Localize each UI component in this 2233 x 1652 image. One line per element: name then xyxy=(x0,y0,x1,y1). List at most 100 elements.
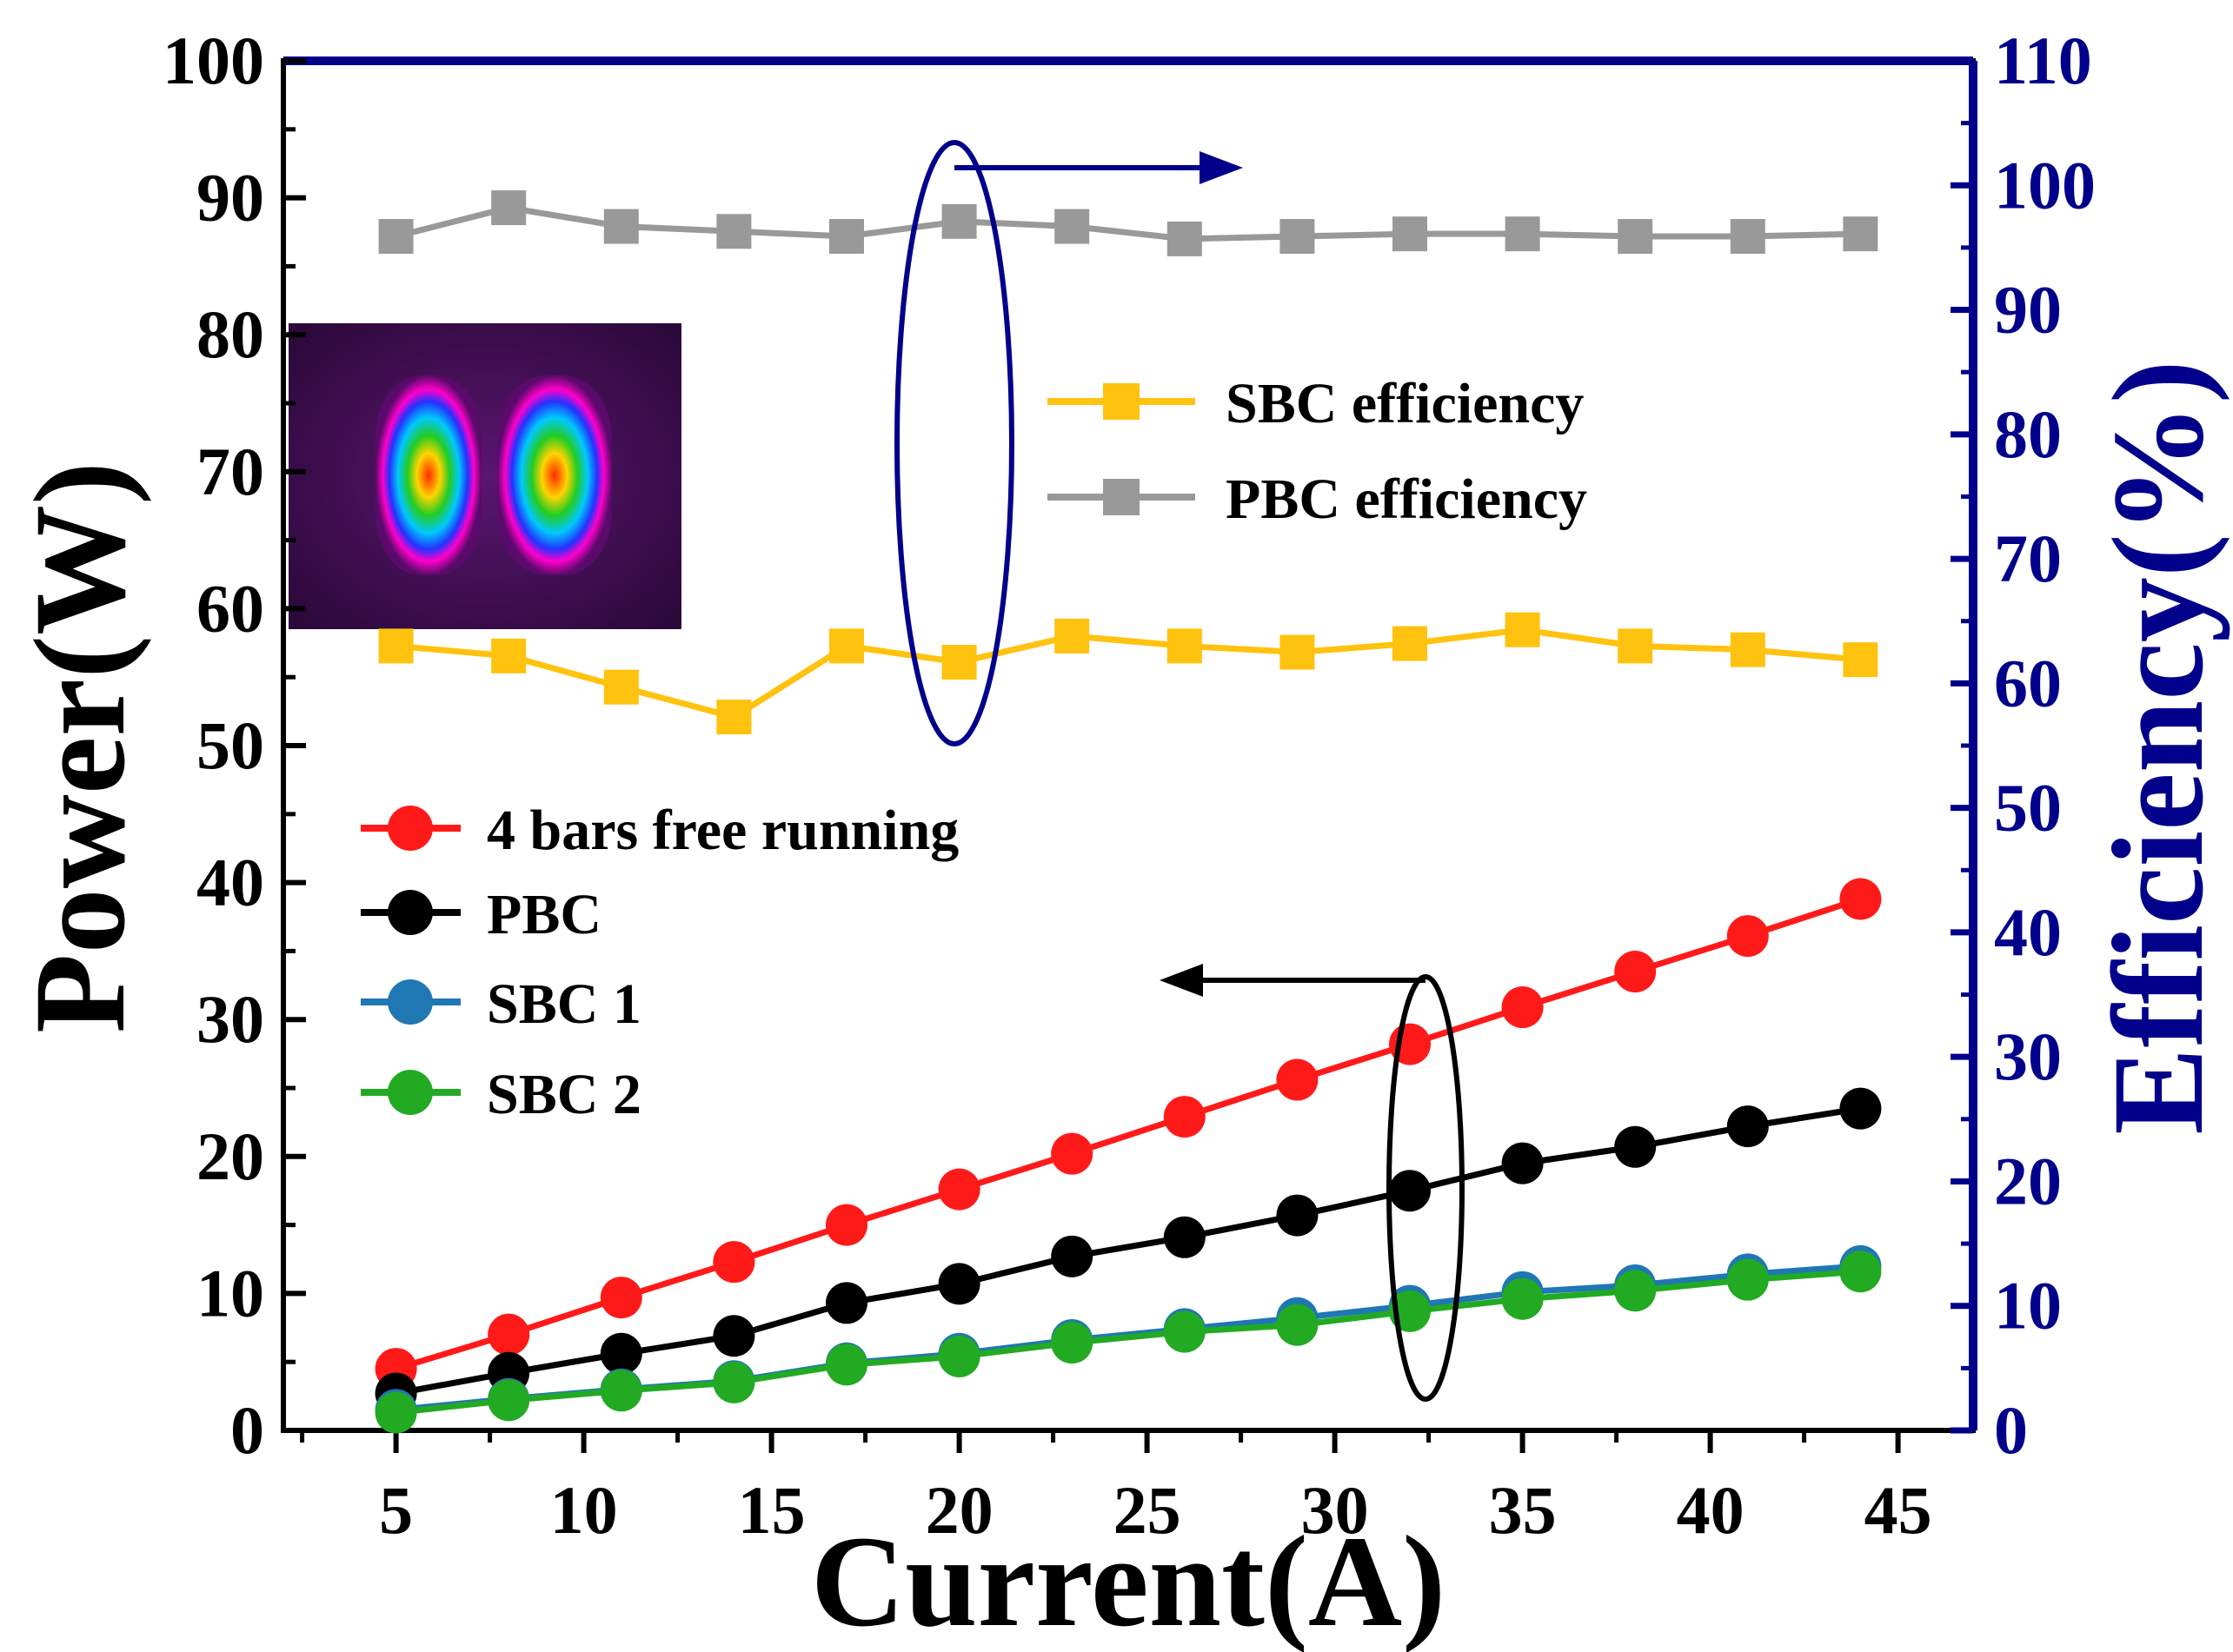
x-tick-label: 35 xyxy=(1489,1472,1557,1548)
circle-marker-icon xyxy=(388,890,433,935)
power-group-ellipse xyxy=(1386,974,1465,1402)
y-tick-label: 90 xyxy=(196,160,264,236)
y-tick-label: 60 xyxy=(196,570,264,646)
data-point xyxy=(378,219,414,255)
y2-tick-label: 100 xyxy=(1994,147,2096,222)
circle-marker-icon xyxy=(388,979,433,1025)
data-point xyxy=(829,219,864,255)
efficiency-group-annotation xyxy=(894,140,1243,746)
data-point xyxy=(1839,1087,1882,1130)
data-point xyxy=(1166,628,1202,664)
arrow-left-icon xyxy=(1160,964,1203,997)
x-tick-label: 20 xyxy=(926,1472,994,1548)
legend-label-pbc-efficiency: PBC efficiency xyxy=(1226,468,1587,531)
data-point xyxy=(1051,1235,1093,1277)
data-point xyxy=(713,1315,755,1357)
data-point xyxy=(378,628,414,664)
data-point xyxy=(1054,618,1090,654)
series-sbc-efficiency xyxy=(378,612,1878,735)
axis-ticks xyxy=(283,57,1973,1453)
square-marker-icon xyxy=(1103,479,1140,515)
y2-tick-label: 60 xyxy=(1994,645,2062,720)
x-tick-label: 45 xyxy=(1864,1472,1932,1548)
legend-item-pbc-efficiency: PBC efficiency xyxy=(1047,468,1587,531)
y-tick-label: 80 xyxy=(196,296,264,372)
data-point xyxy=(1839,1251,1882,1293)
y2-tick-label: 0 xyxy=(1994,1392,2028,1468)
data-point xyxy=(1166,221,1202,256)
data-point xyxy=(938,1168,980,1211)
legend-label-sbc2: SBC 2 xyxy=(487,1063,641,1126)
data-point xyxy=(938,1335,980,1377)
y2-tick-label: 50 xyxy=(1994,770,2062,846)
data-point xyxy=(603,209,639,244)
beam-spot-right xyxy=(497,375,612,575)
data-point xyxy=(375,1391,417,1434)
legend-label-sbc1: SBC 1 xyxy=(487,972,641,1036)
data-point xyxy=(1618,628,1653,664)
data-point xyxy=(1839,878,1882,920)
x-tick-label: 25 xyxy=(1113,1472,1181,1548)
y-axis-title: Power(W) xyxy=(8,461,152,1033)
data-point xyxy=(716,700,752,735)
data-point xyxy=(826,1343,867,1386)
series-line xyxy=(395,627,1861,720)
data-point xyxy=(1054,209,1090,244)
y2-tick-label: 10 xyxy=(1994,1268,2062,1343)
data-point xyxy=(1051,1132,1093,1175)
data-point xyxy=(938,1263,980,1305)
plot-frame xyxy=(281,58,1976,1433)
circle-marker-icon xyxy=(388,806,433,851)
y2-tick-label: 70 xyxy=(1994,521,2062,596)
y-tick-label: 0 xyxy=(230,1392,264,1468)
data-point xyxy=(1392,626,1427,661)
legend-label-sbc-efficiency: SBC efficiency xyxy=(1226,372,1584,435)
series-4-bars-free-running xyxy=(375,878,1882,1390)
series-layer xyxy=(375,190,1882,1434)
data-point xyxy=(716,214,752,249)
legend-label-4-bars: 4 bars free running xyxy=(487,799,959,862)
y2-tick-label: 20 xyxy=(1994,1143,2062,1218)
arrow-right-icon xyxy=(1200,151,1243,184)
data-point xyxy=(1614,1270,1657,1312)
data-point xyxy=(941,645,977,680)
right-axis-tick-labels: 0 10 20 30 40 50 60 70 80 90 100 110 xyxy=(1994,23,2096,1468)
y-tick-label: 20 xyxy=(196,1118,264,1194)
data-point xyxy=(488,1313,530,1356)
data-point xyxy=(600,1370,642,1412)
data-point xyxy=(829,628,864,664)
series-line xyxy=(395,204,1861,242)
y-tick-label: 100 xyxy=(163,23,264,98)
data-point xyxy=(713,1241,755,1284)
legend-item-sbc1: SBC 1 xyxy=(361,972,641,1036)
legend-item-sbc-efficiency: SBC efficiency xyxy=(1047,372,1584,435)
data-point xyxy=(1501,1142,1544,1184)
data-point xyxy=(1276,1304,1319,1346)
beam-profile-image xyxy=(289,323,681,629)
y-tick-label: 50 xyxy=(196,707,264,783)
x-tick-label: 15 xyxy=(738,1472,806,1548)
legend-label-pbc: PBC xyxy=(487,883,601,946)
legend-item-4-bars: 4 bars free running xyxy=(361,799,959,862)
data-point xyxy=(1163,1096,1206,1138)
data-point xyxy=(1051,1322,1093,1364)
data-point xyxy=(1163,1216,1206,1258)
data-point xyxy=(1163,1310,1206,1353)
data-point xyxy=(1843,216,1878,252)
efficiency-legend: SBC efficiency PBC efficiency xyxy=(1047,372,1587,531)
data-point xyxy=(1614,951,1657,993)
y2-tick-label: 30 xyxy=(1994,1018,2062,1094)
x-axis-title: Current(A) xyxy=(811,1509,1445,1652)
power-legend: 4 bars free running PBC SBC 1 SBC 2 xyxy=(361,799,959,1126)
series-sbc-2 xyxy=(375,1251,1882,1434)
data-point xyxy=(1276,1058,1319,1101)
data-point xyxy=(1726,1105,1769,1148)
data-point xyxy=(1276,1194,1319,1237)
circle-marker-icon xyxy=(388,1070,433,1115)
data-point xyxy=(488,1379,530,1422)
y2-tick-label: 90 xyxy=(1994,272,2062,348)
data-point xyxy=(713,1361,755,1403)
data-point xyxy=(1730,219,1765,255)
data-point xyxy=(1392,216,1427,252)
series-pbc-efficiency xyxy=(378,190,1878,256)
